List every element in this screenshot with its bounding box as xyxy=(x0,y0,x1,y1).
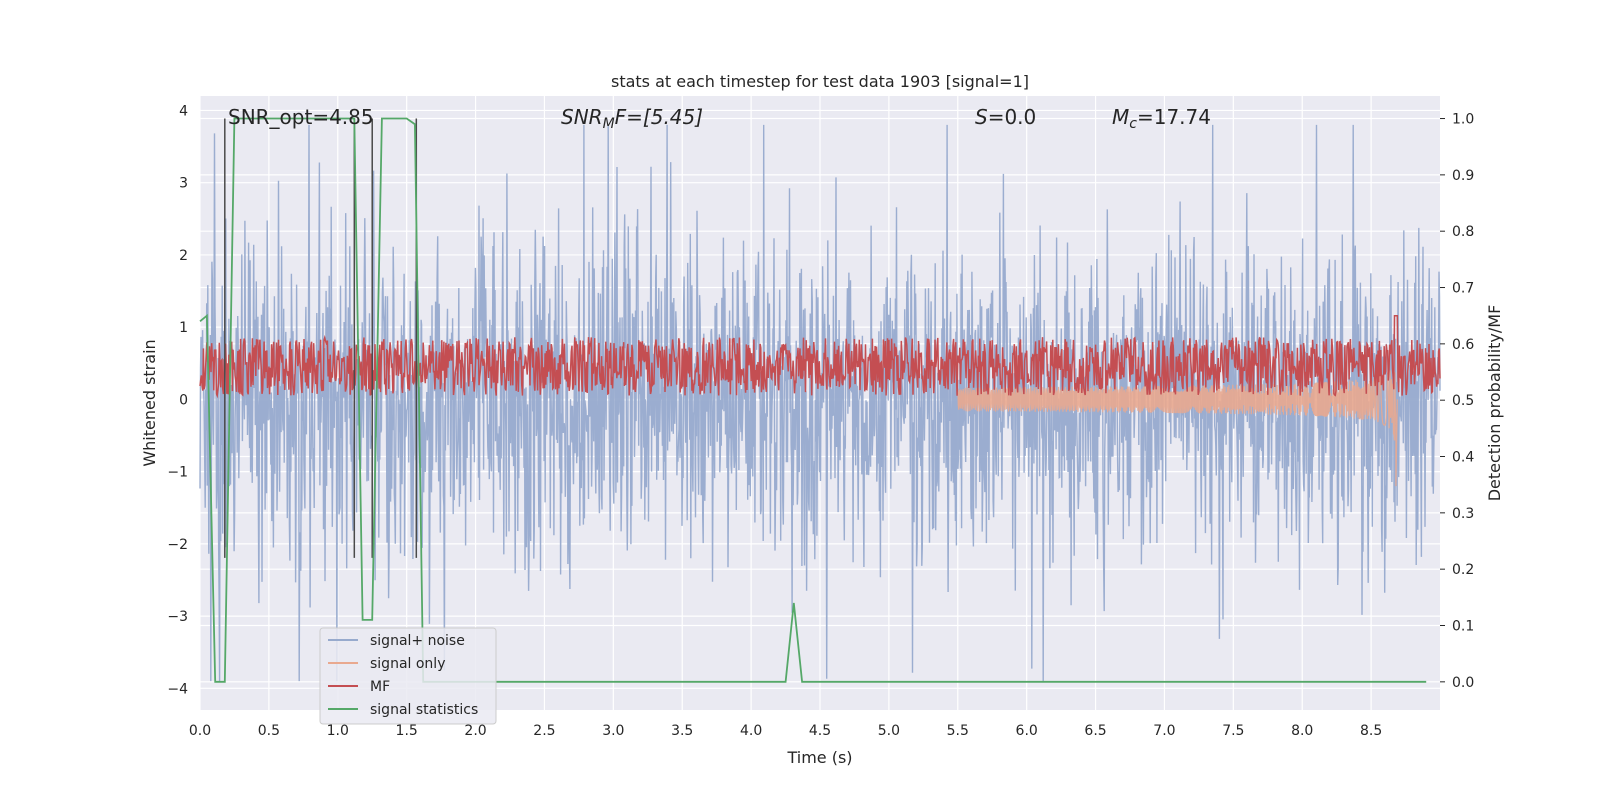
x-tick-label: 1.0 xyxy=(327,723,349,739)
y-left-tick-label: −4 xyxy=(167,681,188,697)
x-tick-label: 5.5 xyxy=(947,723,969,739)
y-left-tick-label: −1 xyxy=(167,465,188,481)
y-right-tick-label: 0.8 xyxy=(1452,224,1474,240)
legend-label-signal: signal only xyxy=(370,656,445,672)
detection-markers xyxy=(224,118,418,558)
snr-mf-base: SNR xyxy=(561,105,603,129)
x-axis-ticks: 0.0 0.5 1.0 1.5 2.0 2.5 3.0 3.5 4.0 4.5 5.0 5.5 6.0 6… xyxy=(189,723,1382,739)
snr-mf-sub: M xyxy=(603,116,615,132)
y-right-tick-label: 0.1 xyxy=(1452,619,1474,635)
legend-label-stats: signal statistics xyxy=(370,702,478,718)
y-left-tick-label: 1 xyxy=(179,320,188,336)
y-right-tick-label: 0.6 xyxy=(1452,337,1474,353)
s-label: S xyxy=(975,105,988,129)
y-left-tick-label: 2 xyxy=(179,248,188,264)
y-left-tick-label: −3 xyxy=(167,609,188,625)
legend: signal+ noise signal only MF signal stat… xyxy=(319,627,497,725)
x-tick-label: 4.0 xyxy=(740,723,762,739)
y-right-tick-label: 0.9 xyxy=(1452,168,1474,184)
legend-label-mf: MF xyxy=(370,679,390,695)
signal-statistics-series xyxy=(199,117,1427,683)
legend-label-noise: signal+ noise xyxy=(370,633,465,649)
s-annotation: S=0.0 xyxy=(975,105,1036,129)
mc-annotation: Mc=17.74 xyxy=(1112,105,1211,132)
y-right-tick-label: 0.0 xyxy=(1452,675,1474,691)
x-tick-label: 4.5 xyxy=(809,723,831,739)
s-value: =0.0 xyxy=(988,105,1037,129)
x-tick-label: 2.5 xyxy=(533,723,555,739)
y-right-tick-label: 0.2 xyxy=(1452,562,1474,578)
x-tick-label: 3.5 xyxy=(671,723,693,739)
y-axis-right-label: Detection probability/MF xyxy=(1485,305,1504,502)
y-right-tick-label: 1.0 xyxy=(1452,112,1474,128)
y-left-tick-label: 4 xyxy=(179,103,188,119)
mf-series xyxy=(199,314,1441,399)
signal-only-series xyxy=(957,370,1398,487)
x-tick-label: 0.5 xyxy=(258,723,280,739)
x-tick-label: 5.0 xyxy=(878,723,900,739)
snr-opt-annotation: SNR_opt=4.85 xyxy=(228,105,374,129)
x-axis-label: Time (s) xyxy=(786,748,852,767)
y-right-tick-label: 0.5 xyxy=(1452,393,1474,409)
x-tick-label: 0.0 xyxy=(189,723,211,739)
y-left-tick-label: −2 xyxy=(167,537,188,553)
y-axis-left-ticks: 4 3 2 1 0 −1 −2 −3 −4 xyxy=(167,103,188,697)
x-tick-label: 3.0 xyxy=(602,723,624,739)
x-tick-label: 2.0 xyxy=(464,723,486,739)
snr-mf-rest: F=[5.45] xyxy=(615,105,703,129)
x-tick-label: 1.5 xyxy=(396,723,418,739)
y-left-tick-label: 0 xyxy=(179,392,188,408)
mf-line xyxy=(199,314,1441,399)
chart-title: stats at each timestep for test data 190… xyxy=(611,72,1029,91)
mc-base: M xyxy=(1112,105,1129,129)
x-tick-label: 7.5 xyxy=(1222,723,1244,739)
signal-statistics-line xyxy=(199,117,1427,683)
y-right-tick-label: 0.7 xyxy=(1452,281,1474,297)
y-axis-right-ticks: 1.0 0.9 0.8 0.7 0.6 0.5 0.4 0.3 0.2 0.1 0.0 xyxy=(1440,112,1474,691)
snr-mf-annotation: SNRMF=[5.45] xyxy=(561,105,703,132)
mc-value: =17.74 xyxy=(1137,105,1211,129)
y-right-tick-label: 0.4 xyxy=(1452,450,1474,466)
y-axis-left-label: Whitened strain xyxy=(140,339,159,466)
x-tick-label: 6.0 xyxy=(1016,723,1038,739)
x-tick-label: 8.0 xyxy=(1291,723,1313,739)
legend-box xyxy=(319,627,497,725)
y-right-tick-label: 0.3 xyxy=(1452,506,1474,522)
x-tick-label: 6.5 xyxy=(1084,723,1106,739)
signal-only-line xyxy=(957,370,1398,487)
x-tick-label: 8.5 xyxy=(1360,723,1382,739)
y-left-tick-label: 3 xyxy=(179,176,188,192)
x-tick-label: 7.0 xyxy=(1153,723,1175,739)
mc-sub: c xyxy=(1129,116,1137,132)
